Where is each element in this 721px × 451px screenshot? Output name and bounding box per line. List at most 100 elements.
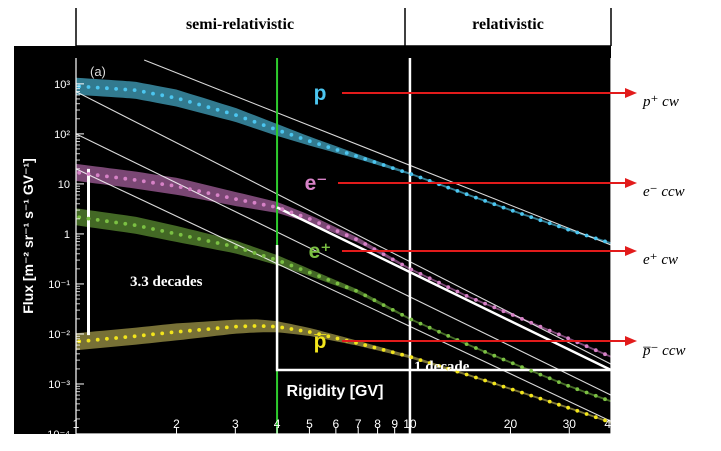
point-series-2-23	[289, 263, 294, 268]
tick-marks: 10⁻⁴ 10⁻³ 10⁻² 10⁻¹ 1 10 10² 10³ 1 2 3 4 5 6 7 8 9 10 20 30…	[47, 79, 618, 441]
point-series-2-38	[427, 325, 432, 330]
point-series-3-32	[372, 345, 377, 350]
guide-lines	[75, 58, 612, 434]
point-series-2-4	[114, 220, 118, 225]
point-series-1-46	[501, 309, 506, 314]
point-series-0-32	[372, 160, 377, 164]
point-series-3-54	[575, 408, 580, 413]
point-series-2-42	[464, 342, 469, 346]
y-tick-label-2: 10⁻²	[48, 329, 70, 341]
point-series-1-11	[178, 185, 183, 190]
point-series-0-26	[317, 142, 321, 147]
y-tick-label-0: 10⁻⁴	[47, 429, 70, 441]
point-series-3-16	[224, 325, 229, 330]
panel-label: (a)	[90, 64, 106, 79]
point-series-0-53	[566, 227, 570, 232]
point-series-0-18	[243, 116, 248, 121]
y-tick-label-6: 10²	[54, 129, 70, 141]
point-series-3-37	[418, 358, 423, 362]
series-annotation-2: e⁺ cw	[643, 252, 678, 268]
point-series-3-44	[483, 378, 487, 383]
point-series-1-43	[474, 298, 478, 302]
point-series-1-36	[409, 267, 414, 272]
point-series-3-4	[114, 336, 118, 340]
point-series-3-27	[326, 334, 331, 339]
point-series-2-50	[538, 372, 543, 377]
point-series-0-17	[234, 113, 238, 117]
point-series-2-46	[501, 357, 506, 362]
point-series-1-49	[529, 320, 534, 325]
band-series-2	[76, 208, 611, 403]
point-series-2-8	[151, 227, 155, 231]
point-series-3-8	[151, 332, 155, 337]
point-series-3-6	[132, 334, 137, 339]
point-series-0-15	[215, 107, 220, 112]
point-series-1-22	[280, 207, 285, 212]
point-series-0-22	[280, 129, 285, 134]
point-series-2-13	[197, 237, 202, 241]
point-series-1-52	[557, 332, 561, 337]
series-annotation-0: p⁺ cw	[642, 94, 679, 110]
point-series-1-14	[206, 191, 211, 196]
point-series-3-40	[446, 366, 451, 371]
point-series-1-17	[234, 197, 238, 202]
point-series-3-13	[197, 328, 202, 332]
point-series-0-12	[188, 100, 192, 104]
slope-line	[276, 206, 612, 372]
point-series-1-37	[418, 272, 423, 276]
point-series-2-22	[280, 260, 285, 264]
x-tick-label-8: 9	[391, 417, 398, 431]
point-series-2-43	[474, 346, 478, 350]
point-series-0-1	[86, 85, 91, 89]
point-series-1-19	[252, 200, 257, 205]
series-annotation-3: p̅⁻ ccw	[642, 343, 686, 359]
point-series-1-18	[243, 199, 248, 203]
point-series-0-13	[197, 102, 202, 107]
point-series-2-17	[234, 245, 238, 250]
point-series-1-15	[215, 193, 220, 198]
point-series-2-28	[335, 281, 340, 286]
y-axis-title: Flux [m⁻² sr⁻¹ s⁻¹ GV⁻¹]	[20, 158, 36, 314]
point-series-2-27	[326, 278, 331, 282]
point-series-2-24	[298, 267, 303, 271]
point-series-0-16	[224, 110, 229, 115]
point-series-2-1	[86, 216, 91, 221]
point-series-2-16	[224, 243, 229, 247]
point-series-0-20	[261, 123, 266, 127]
decade-bracket	[275, 245, 611, 372]
region-label-semi-relativistic: semi-relativistic	[186, 16, 294, 33]
point-series-3-20	[261, 324, 266, 328]
point-series-1-1	[86, 172, 91, 176]
point-series-2-15	[215, 241, 220, 245]
point-series-3-42	[464, 372, 469, 377]
point-series-3-52	[557, 402, 561, 407]
point-series-2-51	[547, 376, 552, 381]
x-tick-label-1: 2	[173, 417, 180, 431]
point-series-2-33	[381, 303, 386, 307]
point-series-1-4	[114, 175, 118, 180]
point-series-1-33	[381, 252, 386, 257]
point-series-3-34	[390, 350, 395, 355]
point-series-2-55	[584, 390, 589, 395]
series-label-3: p̅	[314, 330, 327, 353]
point-series-1-56	[593, 348, 598, 353]
point-series-3-36	[409, 355, 414, 360]
point-series-1-35	[400, 262, 404, 267]
point-series-1-0	[77, 170, 82, 175]
point-series-3-31	[363, 343, 368, 347]
y-tick-label-4: 1	[64, 229, 70, 241]
data-points	[77, 84, 607, 423]
x-tick-label-0: 1	[73, 417, 80, 431]
point-series-3-17	[234, 324, 238, 329]
x-tick-label-7: 8	[374, 417, 381, 431]
point-series-2-54	[575, 387, 580, 392]
point-series-3-43	[474, 375, 478, 380]
point-series-2-56	[593, 393, 598, 398]
point-series-3-57	[603, 418, 607, 423]
point-series-1-12	[188, 187, 192, 192]
point-series-2-30	[354, 288, 358, 293]
point-series-0-5	[123, 87, 128, 92]
series-annotation-1: e⁻ ccw	[643, 184, 685, 200]
point-series-0-10	[169, 95, 174, 99]
point-series-2-29	[344, 285, 349, 290]
